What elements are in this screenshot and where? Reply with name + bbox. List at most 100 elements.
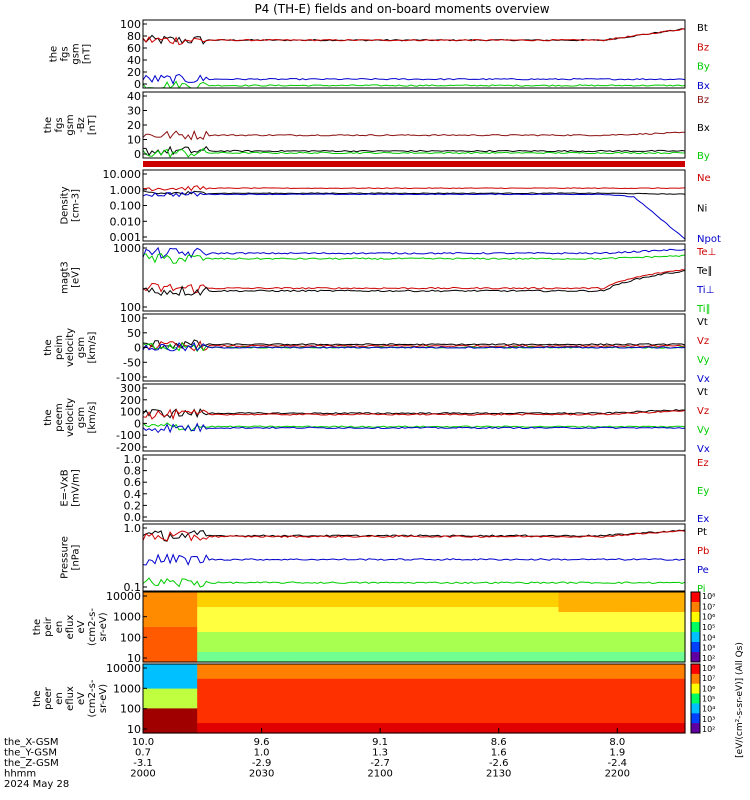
spectrogram-cell [504,627,514,633]
spectrogram-cell [441,632,451,638]
spectrogram-cell [513,673,523,680]
spectrogram-cell [468,632,478,638]
spectrogram-cell [666,683,677,690]
spectrogram-cell [594,652,605,658]
spectrogram-cell [621,612,632,618]
spectrogram-cell [152,688,162,695]
spectrogram-cell [567,602,578,608]
spectrogram-cell [612,592,623,598]
spectrogram-cell [278,703,289,709]
spectrogram-cell [567,668,578,675]
spectrogram-cell [414,652,424,658]
spectrogram-cell [206,723,216,729]
spectrogram-cell [540,607,551,613]
spectrogram-cell [594,627,605,633]
spectrogram-cell [495,664,505,670]
legend-ti⊥: Ti⊥ [696,285,714,296]
spectrogram-cell [224,713,234,719]
spectrogram-cell [377,668,388,675]
spectrogram-cell [630,642,641,648]
spectrogram-cell [441,612,451,618]
spectrogram-cell [260,607,270,613]
spectrogram-cell [314,622,325,628]
spectrogram-cell [359,728,370,734]
spectrogram-cell [359,713,370,719]
spectrogram-cell [305,723,316,729]
spectrogram-cell [143,632,153,638]
spectrogram-cell [648,723,659,729]
colorbar-frame [690,591,701,663]
spectrogram-cell [639,607,650,613]
spectrogram-cell [170,627,180,633]
spectrogram-cell [359,597,370,603]
spectrogram-cell [305,622,316,628]
spectrogram-cell [170,693,180,700]
spectrogram-cell [468,642,478,648]
spectrogram-cell [423,617,433,623]
spectrogram-cell [657,632,668,638]
spectrogram-cell [423,728,433,734]
spectrogram-cell [450,708,460,714]
spectrogram-cell [450,723,460,729]
spectrogram-cell [486,602,496,608]
spectrogram-cell [585,713,596,719]
y-axis-label-line: [mV/m] [71,469,82,507]
spectrogram-cell [260,708,270,714]
spectrogram-cell [612,617,623,623]
y-axis-label-line: sr-eV) [98,684,109,713]
spectrogram-cell [386,622,397,628]
spectrogram-cell [414,688,424,695]
spectrogram-cell [197,642,207,648]
y-tick-label: -200 [116,441,141,454]
spectrogram-cell [395,632,406,638]
spectrogram-cell [513,664,523,670]
spectrogram-cell [567,647,578,653]
spectrogram-cell [540,693,551,700]
spectrogram-cell [585,718,596,724]
spectrogram-cell [549,698,560,704]
spectrogram-cell [386,607,397,613]
spectrogram-cell [305,668,316,675]
spectrogram-cell [152,668,162,675]
spectrogram-cell [450,622,460,628]
spectrogram-cell [188,632,198,638]
y-tick-label: 1000 [113,611,141,624]
legend-bz: Bz [697,42,709,53]
spectrogram-cell [278,668,289,675]
spectrogram-cell [495,627,505,633]
spectrogram-cell [585,632,596,638]
spectrogram-cell [386,713,397,719]
spectrogram-cell [414,673,424,680]
spectrogram-cell [459,622,469,628]
spectrogram-cell [414,617,424,623]
spectrogram-cell [341,642,352,648]
spectrogram-cell [161,668,171,675]
spectrogram-cell [567,657,578,663]
spectrogram-cell [558,718,569,724]
spectrogram-cell [224,678,234,685]
spectrogram-cell [278,592,289,598]
spectrogram-cell [305,637,316,643]
spectrogram-cell [450,657,460,663]
spectrogram-cell [441,703,451,709]
spectrogram-cell [197,693,207,700]
spectrogram-cell [504,678,514,685]
spectrogram-cell [612,723,623,729]
spectrogram-cell [386,617,397,623]
spectrogram-cell [287,664,298,670]
spectrogram-cell [314,698,325,704]
spectrogram-cell [522,612,532,618]
spectrogram-cell [486,723,496,729]
spectrogram-cell [251,664,261,670]
spectrogram-cell [170,703,180,709]
spectrogram-cell [504,664,514,670]
colorbar-tick-label: 10⁷ [702,602,715,611]
spectrogram-cell [215,693,225,700]
spectrogram-cell [594,698,605,704]
spectrogram-cell [386,657,397,663]
spectrogram-cell [350,602,361,608]
spectrogram-cell [477,612,487,618]
spectrogram-cell [278,708,289,714]
spectrogram-cell [405,673,415,680]
spectrogram-cell [676,602,686,608]
